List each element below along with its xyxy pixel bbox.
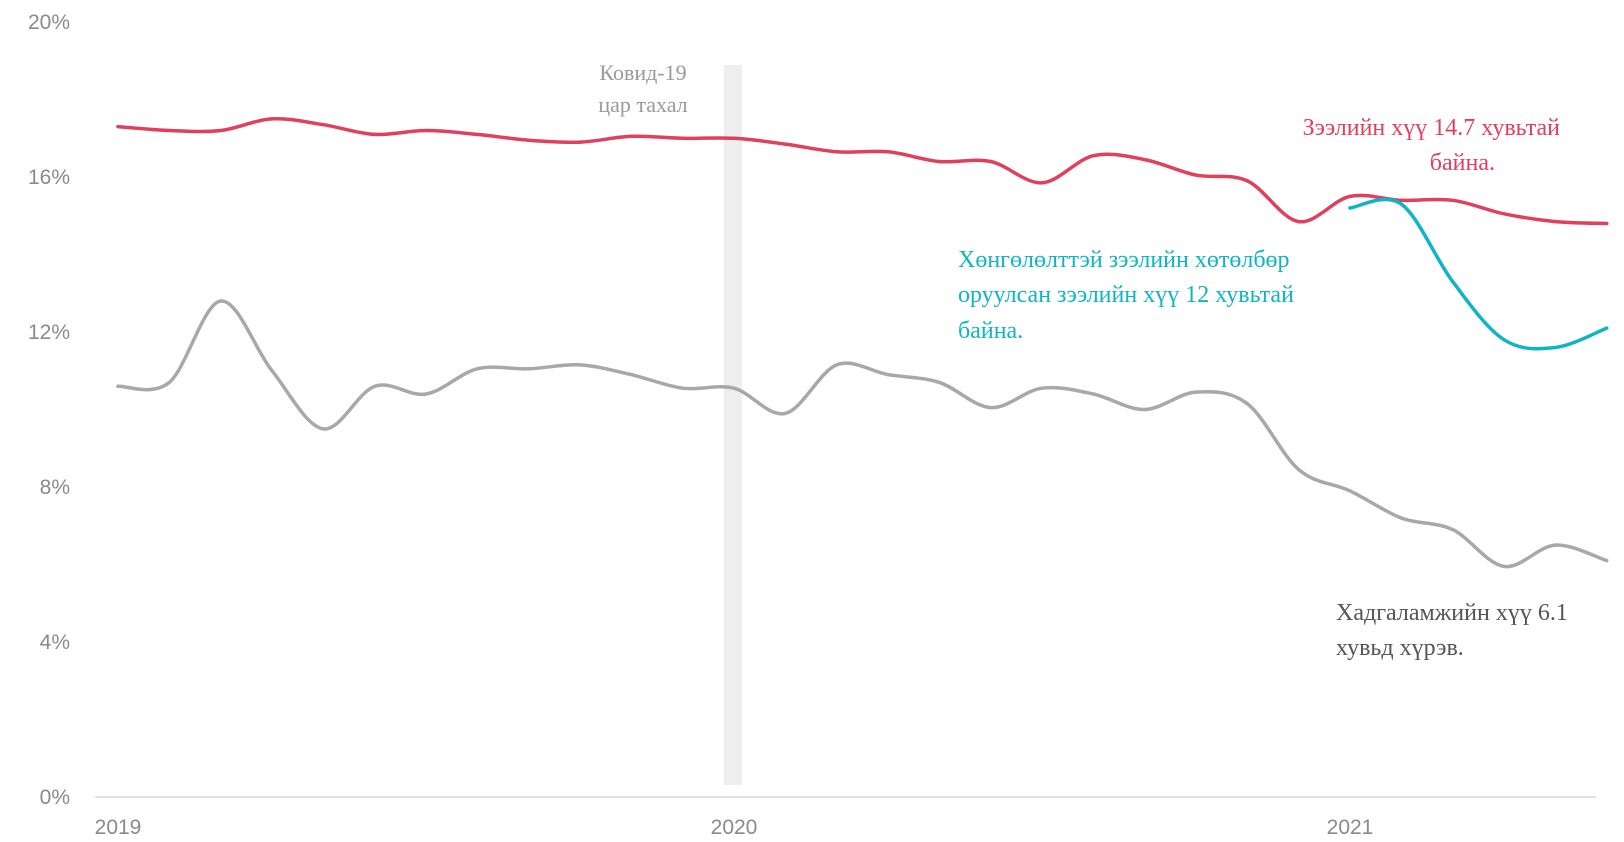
data-point-loan xyxy=(1143,158,1147,162)
y-tick-label: 8% xyxy=(40,476,70,499)
data-point-loan xyxy=(1091,154,1095,158)
loan-annotation-line-2: байна. xyxy=(1430,150,1495,176)
data-point-loan xyxy=(167,128,171,133)
data-point-deposit xyxy=(270,369,274,373)
data-point-deposit xyxy=(886,373,890,377)
data-point-loan xyxy=(1348,194,1352,198)
data-point-loan xyxy=(1194,173,1198,177)
data-point-deposit xyxy=(1348,489,1352,493)
x-tick-label: 2019 xyxy=(95,816,142,839)
data-point-concessional xyxy=(1605,326,1609,330)
data-point-deposit xyxy=(475,367,479,371)
data-point-deposit xyxy=(681,386,685,390)
data-point-deposit xyxy=(1605,559,1609,563)
data-point-loan xyxy=(629,134,633,138)
data-point-deposit xyxy=(1297,468,1301,472)
data-point-loan xyxy=(1297,220,1301,224)
data-point-deposit xyxy=(321,427,325,431)
data-point-concessional xyxy=(1348,206,1352,210)
data-point-loan xyxy=(1245,179,1249,183)
data-point-loan xyxy=(1451,198,1455,202)
x-tick-label: 2020 xyxy=(711,816,758,839)
data-point-concessional xyxy=(1502,338,1506,342)
data-point-deposit xyxy=(424,392,428,396)
data-point-deposit xyxy=(373,384,377,388)
loan-annotation-line-1: Зээлийн хүү 14.7 хувьтай xyxy=(1303,115,1561,141)
data-point-loan xyxy=(783,142,787,146)
data-point-loan xyxy=(1040,181,1044,185)
data-point-loan xyxy=(835,150,839,154)
concessional-annotation-line-2: оруулсан зээлийн хүү 12 хувьтай xyxy=(958,282,1294,308)
covid-band xyxy=(724,65,742,785)
y-tick-label: 4% xyxy=(40,631,70,654)
data-point-deposit xyxy=(1040,386,1044,390)
data-point-loan xyxy=(527,138,531,142)
data-point-deposit xyxy=(1553,543,1557,547)
data-point-loan xyxy=(732,136,736,140)
concessional-annotation-line-1: Хөнгөлөлттэй зээлийн хөтөлбөр xyxy=(958,247,1290,273)
concessional-annotation-line-3: байна. xyxy=(958,318,1023,344)
data-point-deposit xyxy=(116,384,120,388)
data-point-loan xyxy=(937,159,941,164)
x-tick-label: 2021 xyxy=(1327,816,1374,839)
deposit-annotation-line-1: Хадгаламжийн хүү 6.1 xyxy=(1336,600,1568,626)
series-layer xyxy=(116,117,1609,569)
data-point-deposit xyxy=(1091,392,1095,396)
y-axis: 0% 4% 8% 12% 16% 20% xyxy=(28,11,70,809)
data-point-loan xyxy=(1553,220,1557,224)
data-point-deposit xyxy=(1399,516,1403,520)
data-point-deposit xyxy=(1502,564,1506,569)
data-point-deposit xyxy=(1245,402,1249,406)
y-tick-label: 20% xyxy=(28,11,70,34)
data-point-loan xyxy=(116,125,120,129)
data-point-loan xyxy=(219,128,223,133)
data-point-concessional xyxy=(1451,280,1455,284)
data-point-deposit xyxy=(989,406,993,410)
data-point-loan xyxy=(270,117,274,121)
data-point-deposit xyxy=(1143,407,1147,412)
data-point-loan xyxy=(1605,221,1609,226)
data-point-deposit xyxy=(937,380,941,384)
data-point-deposit xyxy=(835,363,839,367)
data-point-loan xyxy=(681,136,685,140)
data-point-concessional xyxy=(1399,202,1403,206)
data-point-deposit xyxy=(783,411,787,415)
covid-label-line-1: Ковид-19 xyxy=(599,60,686,85)
data-point-loan xyxy=(989,159,993,164)
data-point-loan xyxy=(424,128,428,133)
deposit-annotation-line-2: хувьд хүрэв. xyxy=(1336,635,1464,661)
data-point-loan xyxy=(321,123,325,127)
x-axis: 2019 2020 2021 xyxy=(95,796,1596,839)
data-point-deposit xyxy=(732,386,736,390)
data-point-loan xyxy=(1399,198,1403,202)
y-tick-label: 16% xyxy=(28,166,70,189)
covid-marker: Ковид-19 цар тахал xyxy=(598,60,742,785)
series-line-deposit xyxy=(116,299,1609,569)
data-point-deposit xyxy=(167,380,171,384)
y-tick-label: 0% xyxy=(40,786,70,809)
data-point-deposit xyxy=(527,367,531,371)
data-point-deposit xyxy=(219,299,223,303)
data-point-loan xyxy=(1502,212,1506,216)
data-point-loan xyxy=(475,132,479,136)
data-point-deposit xyxy=(629,373,633,377)
annotations: Зээлийн хүү 14.7 хувьтай байна. Хөнгөлөл… xyxy=(958,115,1568,661)
data-point-loan xyxy=(373,132,377,136)
data-point-concessional xyxy=(1553,345,1557,350)
data-point-loan xyxy=(886,150,890,154)
data-point-loan xyxy=(578,140,582,144)
data-point-deposit xyxy=(1194,390,1198,394)
covid-label-line-2: цар тахал xyxy=(598,92,687,117)
data-point-deposit xyxy=(1451,528,1455,532)
series-line-loan xyxy=(116,117,1609,226)
data-point-deposit xyxy=(578,363,582,367)
y-tick-label: 12% xyxy=(28,321,70,344)
